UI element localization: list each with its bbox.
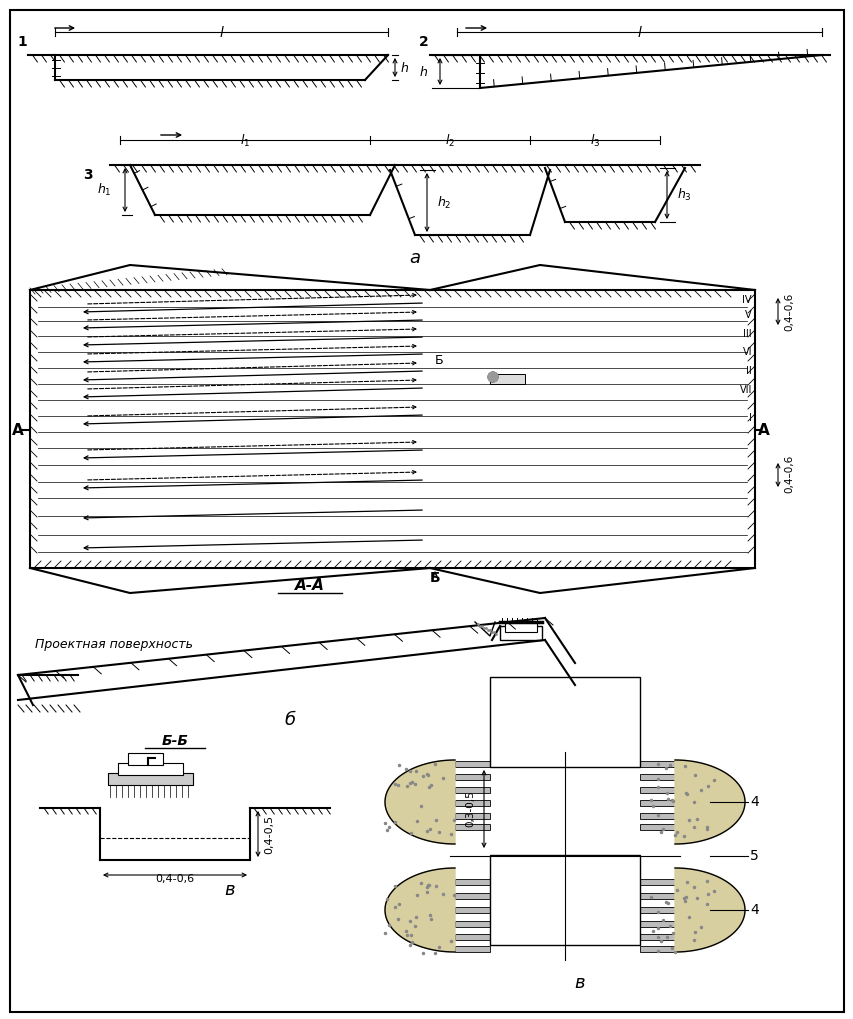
Text: 0,4–0,6: 0,4–0,6 [783, 454, 793, 493]
Text: 0,4-0,5: 0,4-0,5 [264, 814, 274, 854]
Text: 3: 3 [83, 168, 93, 182]
Text: V: V [745, 310, 751, 320]
Text: III: III [742, 329, 751, 339]
Text: $h_3$: $h_3$ [676, 186, 691, 203]
Text: а: а [409, 249, 420, 267]
FancyBboxPatch shape [128, 753, 163, 765]
FancyBboxPatch shape [107, 773, 193, 785]
Text: 0,4–0,6: 0,4–0,6 [783, 292, 793, 331]
FancyBboxPatch shape [490, 677, 639, 767]
FancyBboxPatch shape [455, 824, 490, 830]
Text: Б: Б [429, 571, 440, 585]
Polygon shape [385, 760, 455, 844]
Text: 0,4-0,6: 0,4-0,6 [155, 874, 194, 884]
FancyBboxPatch shape [455, 761, 490, 767]
Text: $h$: $h$ [399, 60, 409, 74]
Text: в: в [574, 974, 584, 993]
FancyBboxPatch shape [639, 761, 674, 767]
FancyBboxPatch shape [490, 374, 525, 384]
Text: А: А [757, 423, 769, 437]
FancyBboxPatch shape [455, 934, 490, 940]
Polygon shape [385, 868, 455, 952]
Text: $l_1$: $l_1$ [240, 133, 250, 149]
FancyBboxPatch shape [639, 893, 674, 899]
Text: 4: 4 [749, 903, 757, 917]
Circle shape [487, 372, 497, 382]
FancyBboxPatch shape [639, 879, 674, 884]
Text: 1: 1 [17, 35, 26, 49]
Text: $l_3$: $l_3$ [589, 133, 600, 149]
FancyBboxPatch shape [455, 787, 490, 793]
FancyBboxPatch shape [499, 626, 542, 640]
Polygon shape [674, 760, 744, 844]
FancyBboxPatch shape [455, 774, 490, 780]
FancyBboxPatch shape [455, 907, 490, 913]
FancyBboxPatch shape [639, 813, 674, 819]
FancyBboxPatch shape [504, 622, 537, 632]
Text: Проектная поверхность: Проектная поверхность [35, 638, 193, 651]
FancyBboxPatch shape [639, 934, 674, 940]
FancyBboxPatch shape [639, 774, 674, 780]
Text: Б-Б: Б-Б [161, 734, 189, 748]
FancyBboxPatch shape [455, 800, 490, 806]
FancyBboxPatch shape [639, 824, 674, 830]
FancyBboxPatch shape [639, 946, 674, 952]
Text: $l$: $l$ [218, 25, 224, 40]
Text: 5: 5 [749, 849, 757, 863]
Text: А: А [12, 423, 24, 437]
FancyBboxPatch shape [455, 921, 490, 927]
Text: VII: VII [739, 385, 751, 395]
Text: $h_2$: $h_2$ [437, 195, 451, 211]
FancyBboxPatch shape [455, 813, 490, 819]
Text: $l_2$: $l_2$ [444, 133, 455, 149]
FancyBboxPatch shape [639, 787, 674, 793]
FancyBboxPatch shape [455, 946, 490, 952]
Text: II: II [746, 366, 751, 376]
FancyBboxPatch shape [639, 907, 674, 913]
Text: $h_1$: $h_1$ [97, 182, 112, 198]
FancyBboxPatch shape [639, 800, 674, 806]
Text: VI: VI [741, 347, 751, 357]
Text: 0,3-0,5: 0,3-0,5 [464, 791, 474, 827]
Text: 4: 4 [749, 795, 757, 809]
Text: I: I [748, 413, 751, 423]
Text: А-А: А-А [295, 578, 324, 593]
Text: б: б [284, 711, 295, 729]
FancyBboxPatch shape [490, 855, 639, 945]
Text: Б: Б [434, 354, 443, 367]
FancyBboxPatch shape [455, 879, 490, 884]
Text: $l$: $l$ [635, 25, 641, 40]
Text: в: в [224, 881, 235, 899]
FancyBboxPatch shape [455, 893, 490, 899]
Text: IV: IV [741, 294, 751, 305]
Text: 2: 2 [419, 35, 428, 49]
FancyBboxPatch shape [639, 921, 674, 927]
Text: $h$: $h$ [419, 64, 427, 78]
Polygon shape [674, 868, 744, 952]
FancyBboxPatch shape [118, 763, 183, 775]
